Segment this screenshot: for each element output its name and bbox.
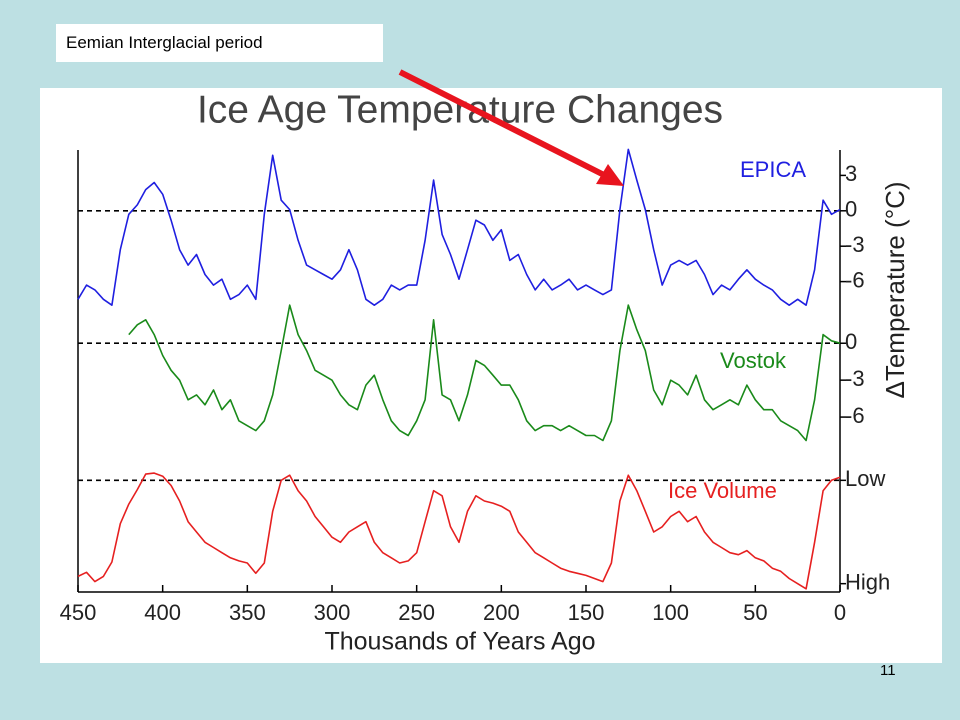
page-number: 11: [880, 662, 896, 679]
x-tick-label: 0: [834, 600, 846, 625]
y-tick-label: 0: [845, 197, 857, 222]
arrow-shaft: [398, 69, 612, 181]
x-tick-label: 450: [60, 600, 97, 625]
y-tick-label: High: [845, 569, 890, 594]
y-tick-label: Low: [845, 466, 885, 491]
chart: Ice Age Temperature Changes ΔTemperature…: [60, 88, 910, 655]
series-label: EPICA: [740, 157, 806, 182]
series-line: [77, 148, 841, 306]
arrow-head: [596, 164, 624, 186]
y-tick-label: -6: [845, 403, 865, 428]
y-tick-label: 0: [845, 329, 857, 354]
y-tick-label: -3: [845, 232, 865, 257]
series-label: Ice Volume: [668, 478, 777, 503]
x-tick-label: 150: [568, 600, 605, 625]
y-tick-label: -6: [845, 267, 865, 292]
x-tick-label: 100: [652, 600, 689, 625]
x-tick-label: 200: [483, 600, 520, 625]
y-tick-label: -3: [845, 366, 865, 391]
x-tick-label: 250: [398, 600, 435, 625]
series-line: [77, 472, 841, 590]
y-tick-label: 3: [845, 161, 857, 186]
annotation-box: Eemian Interglacial period: [56, 24, 383, 62]
x-tick-label: 350: [229, 600, 266, 625]
x-tick-label: 300: [314, 600, 351, 625]
x-tick-label: 400: [144, 600, 181, 625]
series-label: Vostok: [720, 348, 787, 373]
y-axis-label: ΔTemperature (°C): [880, 181, 910, 398]
series-line: [128, 304, 841, 442]
x-tick-label: 50: [743, 600, 767, 625]
chart-background: [40, 88, 942, 663]
chart-title: Ice Age Temperature Changes: [197, 88, 723, 131]
x-axis-label: Thousands of Years Ago: [324, 628, 595, 656]
